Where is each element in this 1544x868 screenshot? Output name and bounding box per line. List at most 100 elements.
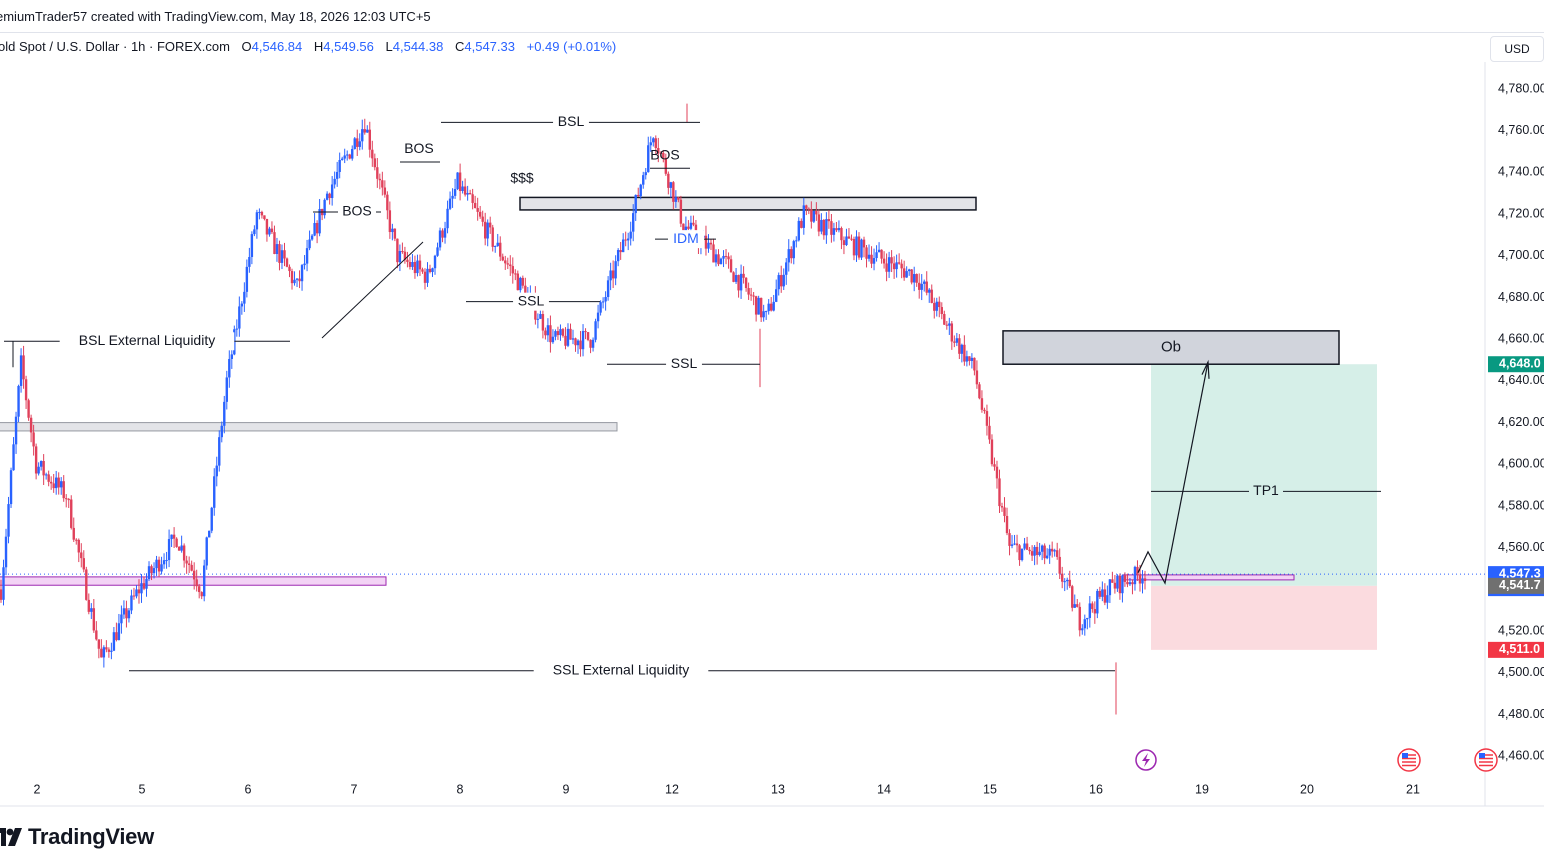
candle-body [441, 230, 444, 238]
candle [867, 244, 871, 262]
candle [897, 253, 901, 265]
candle [65, 494, 68, 508]
candle-body [993, 464, 996, 467]
candle [905, 266, 908, 278]
candle-body [1068, 579, 1071, 587]
candle [1121, 574, 1124, 603]
currency-button[interactable]: USD [1490, 36, 1544, 62]
candle-body [923, 281, 926, 284]
candle-body [561, 329, 565, 336]
candle [1101, 581, 1104, 602]
candle [862, 236, 866, 258]
candle-body [1020, 548, 1024, 561]
candle-body [1136, 566, 1139, 575]
candle [82, 550, 85, 573]
candle-body [1008, 533, 1011, 546]
candle [403, 246, 407, 264]
candle [496, 233, 499, 247]
candle-body [626, 238, 630, 241]
candle-body [228, 358, 231, 378]
candle [988, 416, 991, 444]
candle-body [759, 297, 763, 318]
candle [356, 129, 359, 156]
candle [396, 238, 399, 269]
candle [37, 462, 40, 476]
candle-body [293, 279, 296, 284]
candle-body [810, 209, 813, 222]
candle [737, 274, 740, 298]
candle [243, 282, 246, 312]
candle-body [187, 563, 191, 565]
candle [416, 254, 419, 277]
entry-zone [1122, 574, 1295, 581]
candle-body [150, 566, 153, 574]
candle [797, 217, 800, 242]
candle [1048, 544, 1051, 564]
candle-body [1113, 582, 1117, 589]
candle [220, 421, 223, 443]
candles [0, 118, 1147, 668]
candle [283, 242, 286, 267]
candle-body [963, 344, 966, 362]
candle [1098, 586, 1102, 599]
candle [1000, 502, 1004, 512]
candle-body [489, 222, 492, 228]
candle [501, 253, 504, 262]
candle [709, 238, 713, 251]
candle [270, 221, 274, 234]
candle [54, 470, 58, 495]
candle [837, 220, 841, 233]
candle [772, 294, 775, 312]
bsl-external-liquidity-label: BSL External Liquidity [79, 332, 215, 348]
candle-body [135, 589, 138, 597]
candle-body [310, 235, 314, 240]
candle [516, 270, 520, 291]
candle-body [208, 530, 211, 538]
candle [473, 195, 477, 209]
candle-body [609, 270, 612, 281]
candle-body [920, 283, 923, 290]
candle [1091, 601, 1094, 613]
candle-body [280, 250, 284, 263]
candle-body [305, 248, 309, 264]
candle [832, 222, 836, 242]
candle-body [1053, 550, 1056, 552]
candle-body [569, 328, 572, 340]
candle [14, 411, 18, 454]
candle [1081, 624, 1084, 635]
candle [230, 349, 234, 369]
candle [591, 337, 595, 352]
candle [110, 642, 113, 660]
candle [965, 350, 969, 367]
time-tick-label: 14 [877, 782, 891, 796]
candle-body [514, 273, 517, 275]
candle [80, 543, 83, 568]
candle-body [85, 569, 88, 600]
candle [606, 276, 610, 301]
candle [491, 224, 494, 252]
candle-body [882, 258, 886, 264]
candle-body [448, 198, 452, 209]
symbol-name[interactable]: old Spot / U.S. Dollar · 1h · FOREX.com [0, 39, 230, 54]
candle [717, 249, 720, 267]
candle-body [865, 247, 868, 259]
candle-body [92, 608, 96, 631]
candle-body [413, 261, 417, 274]
candle-body [584, 331, 587, 333]
candle-body [544, 330, 547, 336]
candle [293, 271, 296, 286]
candle [1033, 545, 1036, 566]
candle [544, 327, 547, 340]
candle [953, 335, 956, 348]
candle-body [1101, 589, 1104, 597]
candle-body [970, 357, 974, 361]
candle-body [386, 194, 389, 211]
price-chart[interactable]: TP1 Ob BSL External Liquidity SSL External … [0, 62, 1544, 822]
candle [775, 279, 778, 303]
candle-body [777, 275, 780, 290]
candle [835, 221, 838, 233]
candle [72, 517, 75, 542]
candle [805, 204, 808, 216]
candle [938, 296, 941, 318]
candle-body [458, 172, 462, 192]
